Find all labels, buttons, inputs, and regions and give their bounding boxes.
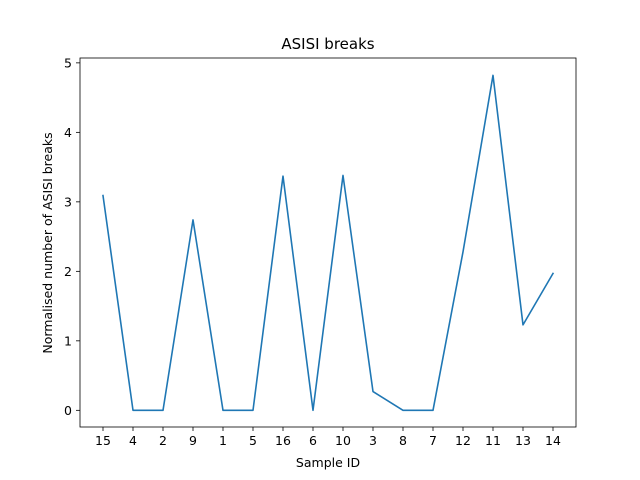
y-axis-label: Normalised number of ASISI breaks <box>40 132 55 353</box>
x-tick-label-12: 12 <box>455 433 471 448</box>
x-tick-label-10: 10 <box>335 433 351 448</box>
y-tick-label-0: 0 <box>64 403 72 418</box>
x-tick-label-14: 14 <box>545 433 561 448</box>
series-line-0 <box>102 74 555 412</box>
x-tick-label-9: 9 <box>189 433 197 448</box>
x-tick-label-1: 1 <box>219 433 227 448</box>
x-tick-label-7: 7 <box>429 433 437 448</box>
x-tick-label-8: 8 <box>399 433 407 448</box>
plot-frame <box>79 57 577 428</box>
y-tick-label-4: 4 <box>64 125 72 140</box>
y-tick-label-2: 2 <box>64 264 72 279</box>
x-tick-label-6: 6 <box>309 433 317 448</box>
x-tick-label-15: 15 <box>95 433 111 448</box>
y-tick-label-1: 1 <box>64 333 72 348</box>
x-tick-label-3: 3 <box>369 433 377 448</box>
x-tick-label-5: 5 <box>249 433 257 448</box>
y-tick-label-3: 3 <box>64 194 72 209</box>
x-tick-label-16: 16 <box>275 433 291 448</box>
x-axis-label: Sample ID <box>296 455 360 470</box>
chart-title: ASISI breaks <box>281 35 374 53</box>
y-tick-label-5: 5 <box>64 55 72 70</box>
x-tick-label-11: 11 <box>485 433 501 448</box>
x-tick-label-13: 13 <box>515 433 531 448</box>
x-tick-label-2: 2 <box>159 433 167 448</box>
x-tick-label-4: 4 <box>129 433 137 448</box>
